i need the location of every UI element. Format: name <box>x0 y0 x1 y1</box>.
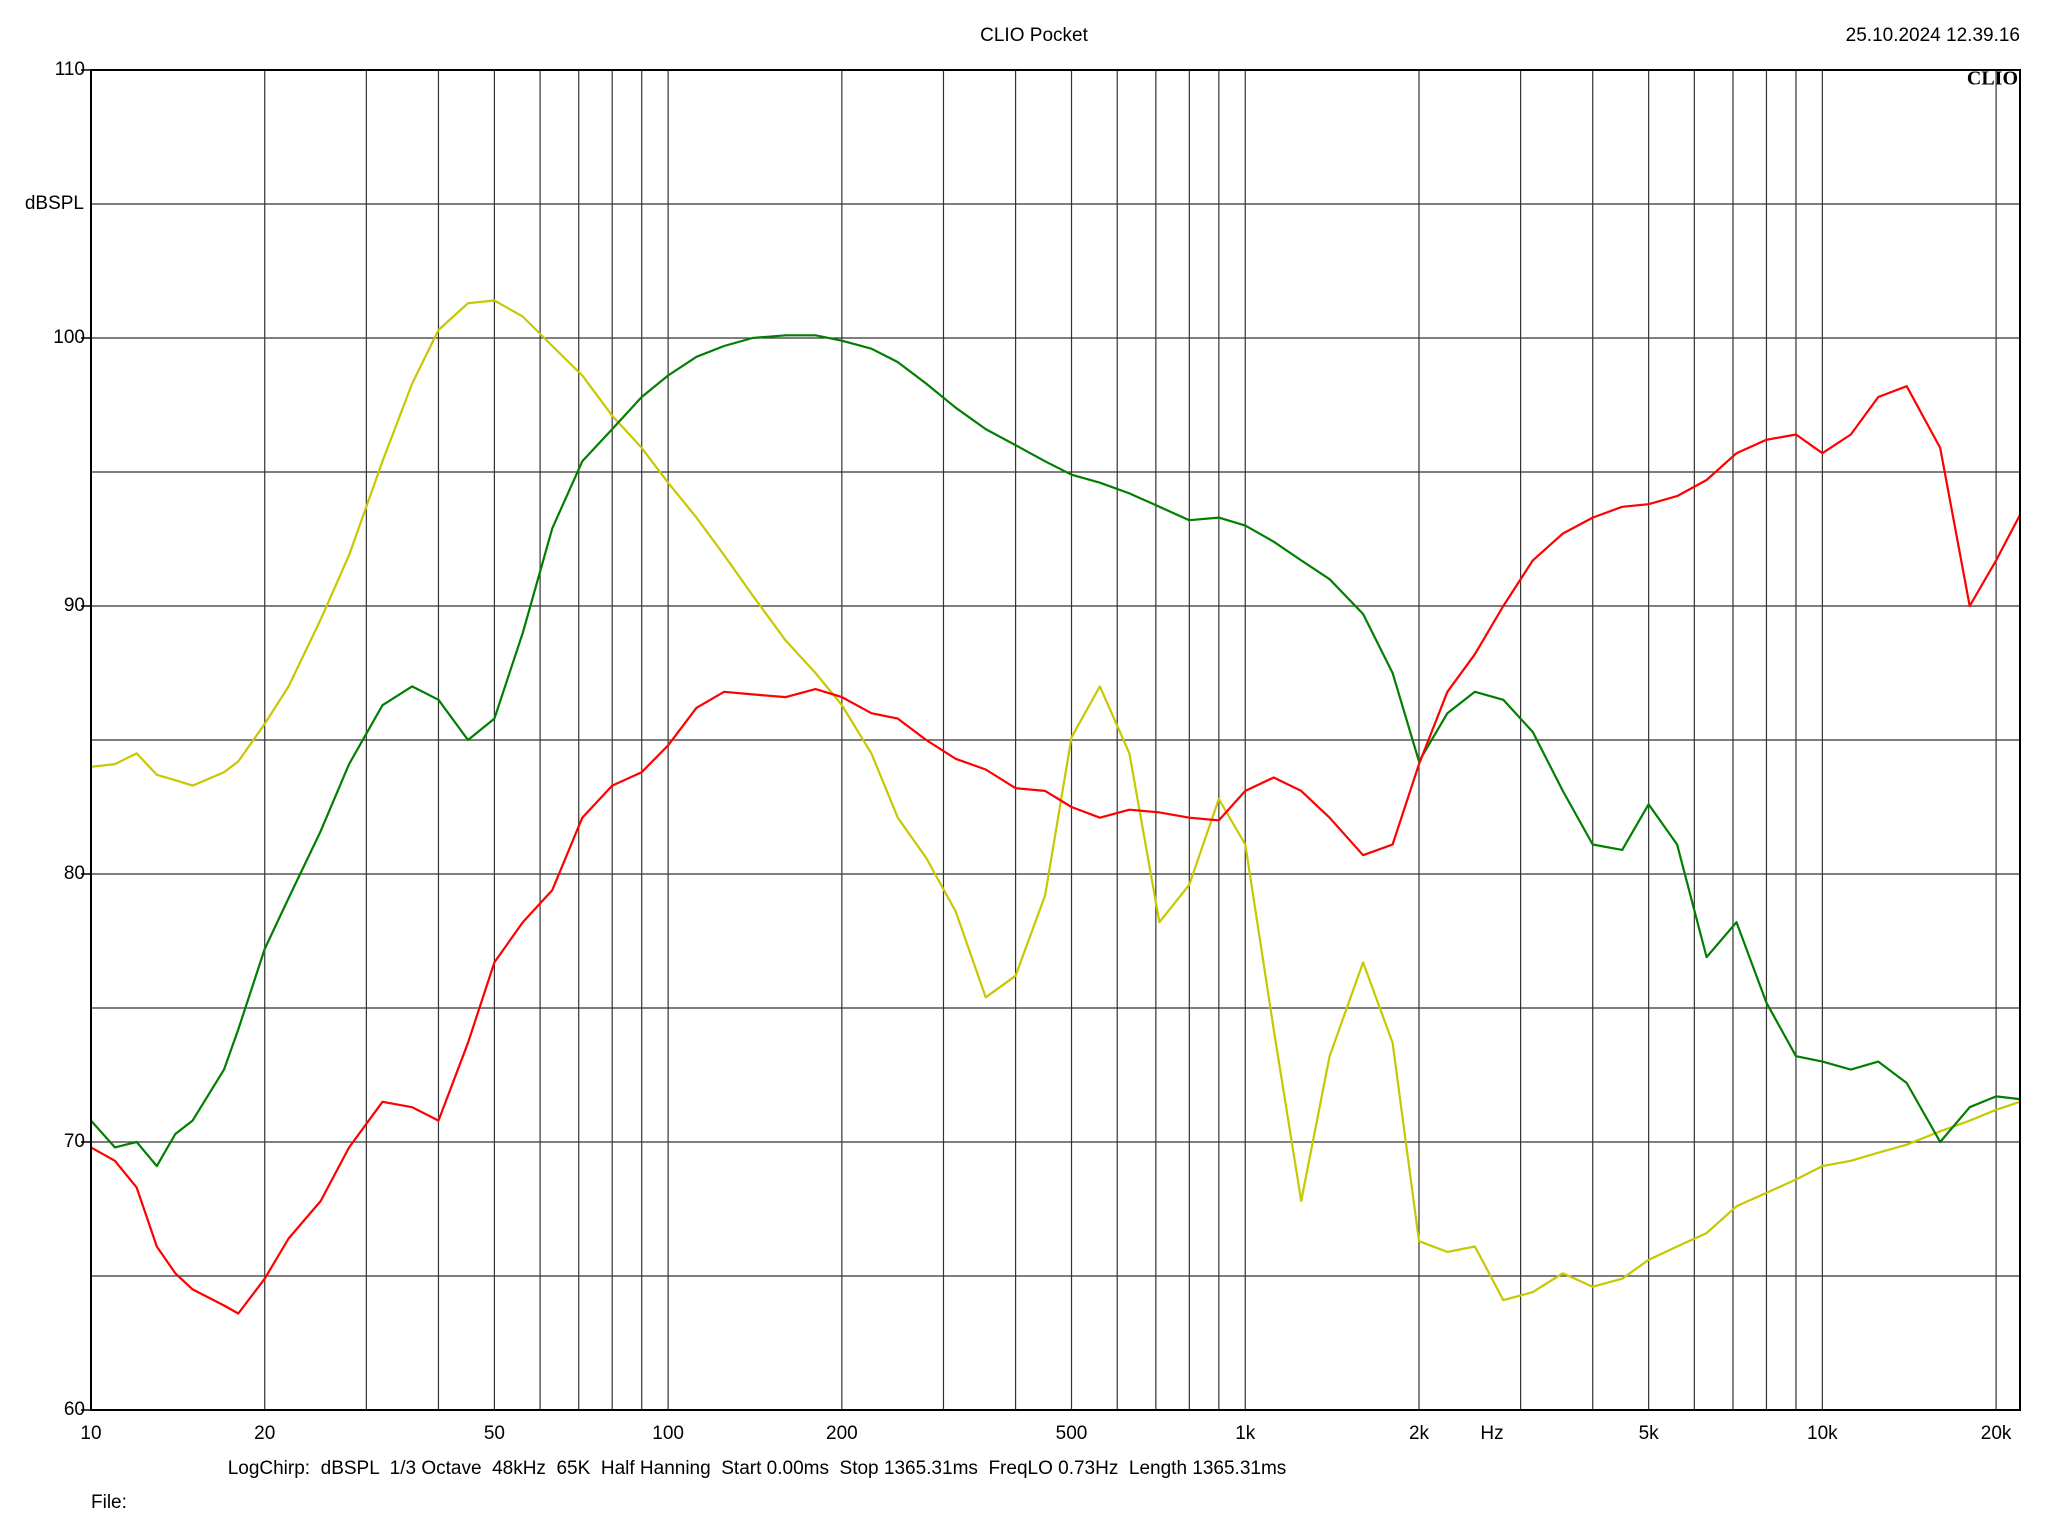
y-tick-label: 60 <box>64 1399 85 1420</box>
response-curve <box>91 334 2020 1168</box>
x-tick-label: 500 <box>1056 1423 1088 1444</box>
y-tick-label: 80 <box>64 863 85 884</box>
grid-layer <box>81 69 2020 1411</box>
file-label: File: <box>91 1492 127 1513</box>
curve-layer <box>91 299 2020 1315</box>
x-tick-label: 100 <box>652 1423 684 1444</box>
footer: LogChirp: dBSPL 1/3 Octave 48kHz 65K Hal… <box>228 1458 1287 1479</box>
logo: CLIO <box>1967 68 2018 90</box>
y-tick-label: 100 <box>53 327 85 348</box>
chart-title: CLIO Pocket <box>980 25 1088 46</box>
x-tick-label: 2k <box>1409 1423 1430 1444</box>
x-tick-label: 1k <box>1235 1423 1256 1444</box>
response-curve <box>91 385 2020 1315</box>
x-tick-label: 50 <box>484 1423 505 1444</box>
y-axis-label: dBSPL <box>25 193 84 214</box>
response-curve <box>91 299 2020 1302</box>
timestamp: 25.10.2024 12.39.16 <box>1846 25 2020 46</box>
x-unit-label: Hz <box>1480 1423 1503 1444</box>
y-tick-label: 110 <box>55 59 85 80</box>
y-tick-label: 90 <box>64 595 85 616</box>
x-tick-label: 5k <box>1639 1423 1660 1444</box>
x-tick-label: 10 <box>80 1423 101 1444</box>
y-tick-label: 70 <box>64 1131 85 1152</box>
x-tick-label: 200 <box>826 1423 858 1444</box>
x-tick-label: 20k <box>1981 1423 2012 1444</box>
x-tick-label: 20 <box>254 1423 275 1444</box>
plot-frame <box>90 69 2021 1411</box>
x-tick-label: 10k <box>1807 1423 1838 1444</box>
